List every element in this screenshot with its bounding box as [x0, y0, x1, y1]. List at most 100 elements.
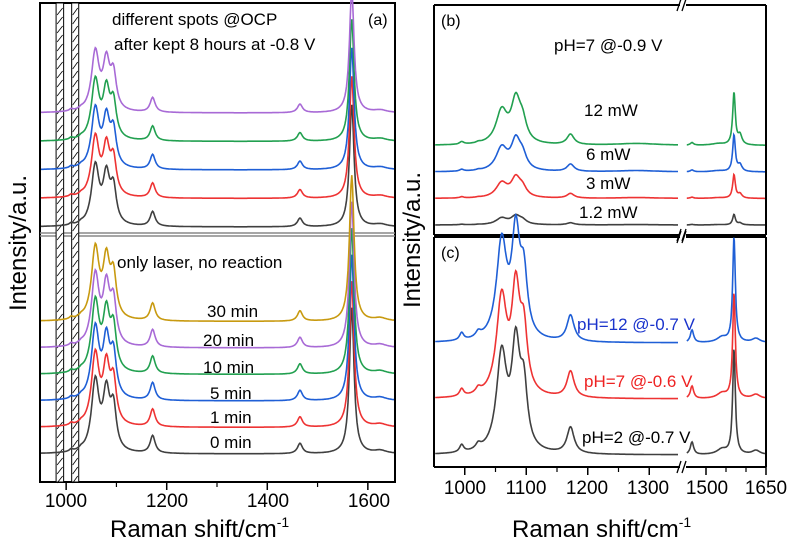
- b-series-3-mW-seg0: [435, 173, 678, 199]
- c-series-pH-12-0-7-V-seg1: [686, 237, 766, 343]
- hatch-stroke: [56, 214, 63, 223]
- hatch-stroke: [72, 232, 79, 241]
- hatch-stroke: [72, 223, 79, 232]
- c-tick-label-1500: 1500: [686, 478, 728, 499]
- hatch-stroke: [56, 349, 63, 358]
- hatch-stroke: [72, 259, 79, 268]
- axis-break-mark: [681, 460, 687, 474]
- hatch-stroke: [56, 412, 63, 421]
- axis-break-mark: [681, 0, 687, 12]
- c-series-pH-2-0-7-V-seg0: [435, 325, 678, 456]
- a-top-series-spot-4: [41, 19, 395, 143]
- hatch-stroke: [72, 349, 79, 358]
- b-series-6-mW-seg0: [435, 134, 678, 173]
- b-series-3-mW-seg1: [686, 172, 765, 200]
- hatch-stroke: [72, 457, 79, 466]
- hatch-stroke: [72, 268, 79, 277]
- a-tick-label-1200: 1200: [146, 491, 188, 512]
- hatch-stroke: [72, 88, 79, 97]
- hatched-region-1: [71, 2, 80, 483]
- hatch-stroke: [56, 304, 63, 313]
- hatch-stroke: [56, 106, 63, 115]
- b-series-1-2-mW-seg0: [435, 213, 678, 226]
- hatch-stroke: [72, 439, 79, 448]
- hatch-stroke: [56, 115, 63, 124]
- hatch-stroke: [72, 97, 79, 106]
- panel-b-spectra: [435, 91, 765, 226]
- hatch-stroke: [72, 205, 79, 214]
- c-series-pH-7-0-6-V-seg1: [686, 293, 766, 399]
- hatch-stroke: [56, 331, 63, 340]
- c-series-pH-12-0-7-V-seg0: [435, 213, 678, 344]
- hatch-stroke: [72, 16, 79, 25]
- hatch-stroke: [56, 97, 63, 106]
- panel-c-label: (c): [441, 245, 460, 262]
- hatch-stroke: [72, 475, 79, 484]
- hatch-stroke: [56, 241, 63, 250]
- x-axis-title-text: Raman shift/cm: [512, 516, 679, 543]
- hatched-region-0: [55, 2, 65, 483]
- hatch-stroke: [56, 277, 63, 286]
- x-axis-title-superscript: -1: [679, 514, 692, 530]
- a-bottom-series-5-min: [40, 254, 394, 402]
- a-top-series-spot-2: [41, 76, 395, 200]
- panel-c-x-ticks: [464, 467, 767, 475]
- hatch-stroke: [72, 358, 79, 367]
- hatch-stroke: [56, 79, 63, 88]
- hatch-stroke: [56, 385, 63, 394]
- power-label-3: 3 mW: [586, 174, 630, 193]
- c-series-pH-2-0-7-V-seg1: [686, 349, 766, 455]
- hatch-stroke: [56, 61, 63, 70]
- hatch-stroke: [72, 376, 79, 385]
- a-top-series-spot-5: [41, 0, 395, 114]
- power-label-6: 6 mW: [586, 145, 630, 164]
- hatch-stroke: [72, 34, 79, 43]
- hatch-stroke: [72, 466, 79, 475]
- hatch-stroke: [56, 151, 63, 160]
- hatch-stroke: [56, 7, 63, 16]
- panel-a-y-axis-title: Intensity/a.u.: [5, 175, 32, 311]
- hatch-stroke: [56, 295, 63, 304]
- panel-a-x-ticks: [65, 482, 369, 490]
- condition-label-ph2: pH=2 @-0.7 V: [582, 428, 691, 447]
- hatch-stroke: [56, 196, 63, 205]
- panel-a-annotation-line1: different spots @OCP: [112, 10, 277, 29]
- hatch-stroke: [56, 475, 63, 484]
- hatch-stroke: [72, 214, 79, 223]
- hatch-stroke: [56, 457, 63, 466]
- hatch-stroke: [72, 277, 79, 286]
- hatch-stroke: [72, 196, 79, 205]
- hatch-stroke: [56, 322, 63, 331]
- time-label-0: 0 min: [210, 433, 252, 452]
- hatch-stroke: [72, 448, 79, 457]
- a-top-series-spot-1: [41, 104, 395, 228]
- hatch-stroke: [72, 61, 79, 70]
- hatch-stroke: [72, 151, 79, 160]
- time-label-20: 20 min: [203, 331, 254, 350]
- hatched-regions: [55, 2, 80, 484]
- panel-a-spectra: [40, 0, 395, 455]
- hatch-stroke: [56, 52, 63, 61]
- time-label-1: 1 min: [210, 408, 252, 427]
- hatch-stroke: [72, 304, 79, 313]
- panel-a-annotation-line2: after kept 8 hours at -0.8 V: [114, 35, 316, 54]
- b-series-6-mW-seg1: [686, 132, 765, 173]
- a-tick-label-1000: 1000: [45, 491, 87, 512]
- hatch-stroke: [72, 421, 79, 430]
- c-tick-label-1650: 1650: [745, 478, 787, 499]
- hatch-stroke: [56, 403, 63, 412]
- panel-b-title: pH=7 @-0.9 V: [554, 36, 663, 55]
- hatch-stroke: [56, 439, 63, 448]
- hatch-stroke: [56, 286, 63, 295]
- a-bottom-series-20-min: [40, 201, 394, 349]
- a-bottom-series-1-min: [40, 281, 394, 428]
- time-label-10: 10 min: [203, 358, 254, 377]
- c-series-pH-7-0-6-V-seg0: [435, 269, 678, 400]
- panel-a-label: (a): [368, 12, 388, 29]
- hatch-stroke: [56, 43, 63, 52]
- hatch-stroke: [72, 142, 79, 151]
- hatch-stroke: [56, 430, 63, 439]
- b-series-12-mW-seg0: [435, 91, 678, 146]
- b-series-1-2-mW-seg1: [686, 213, 765, 226]
